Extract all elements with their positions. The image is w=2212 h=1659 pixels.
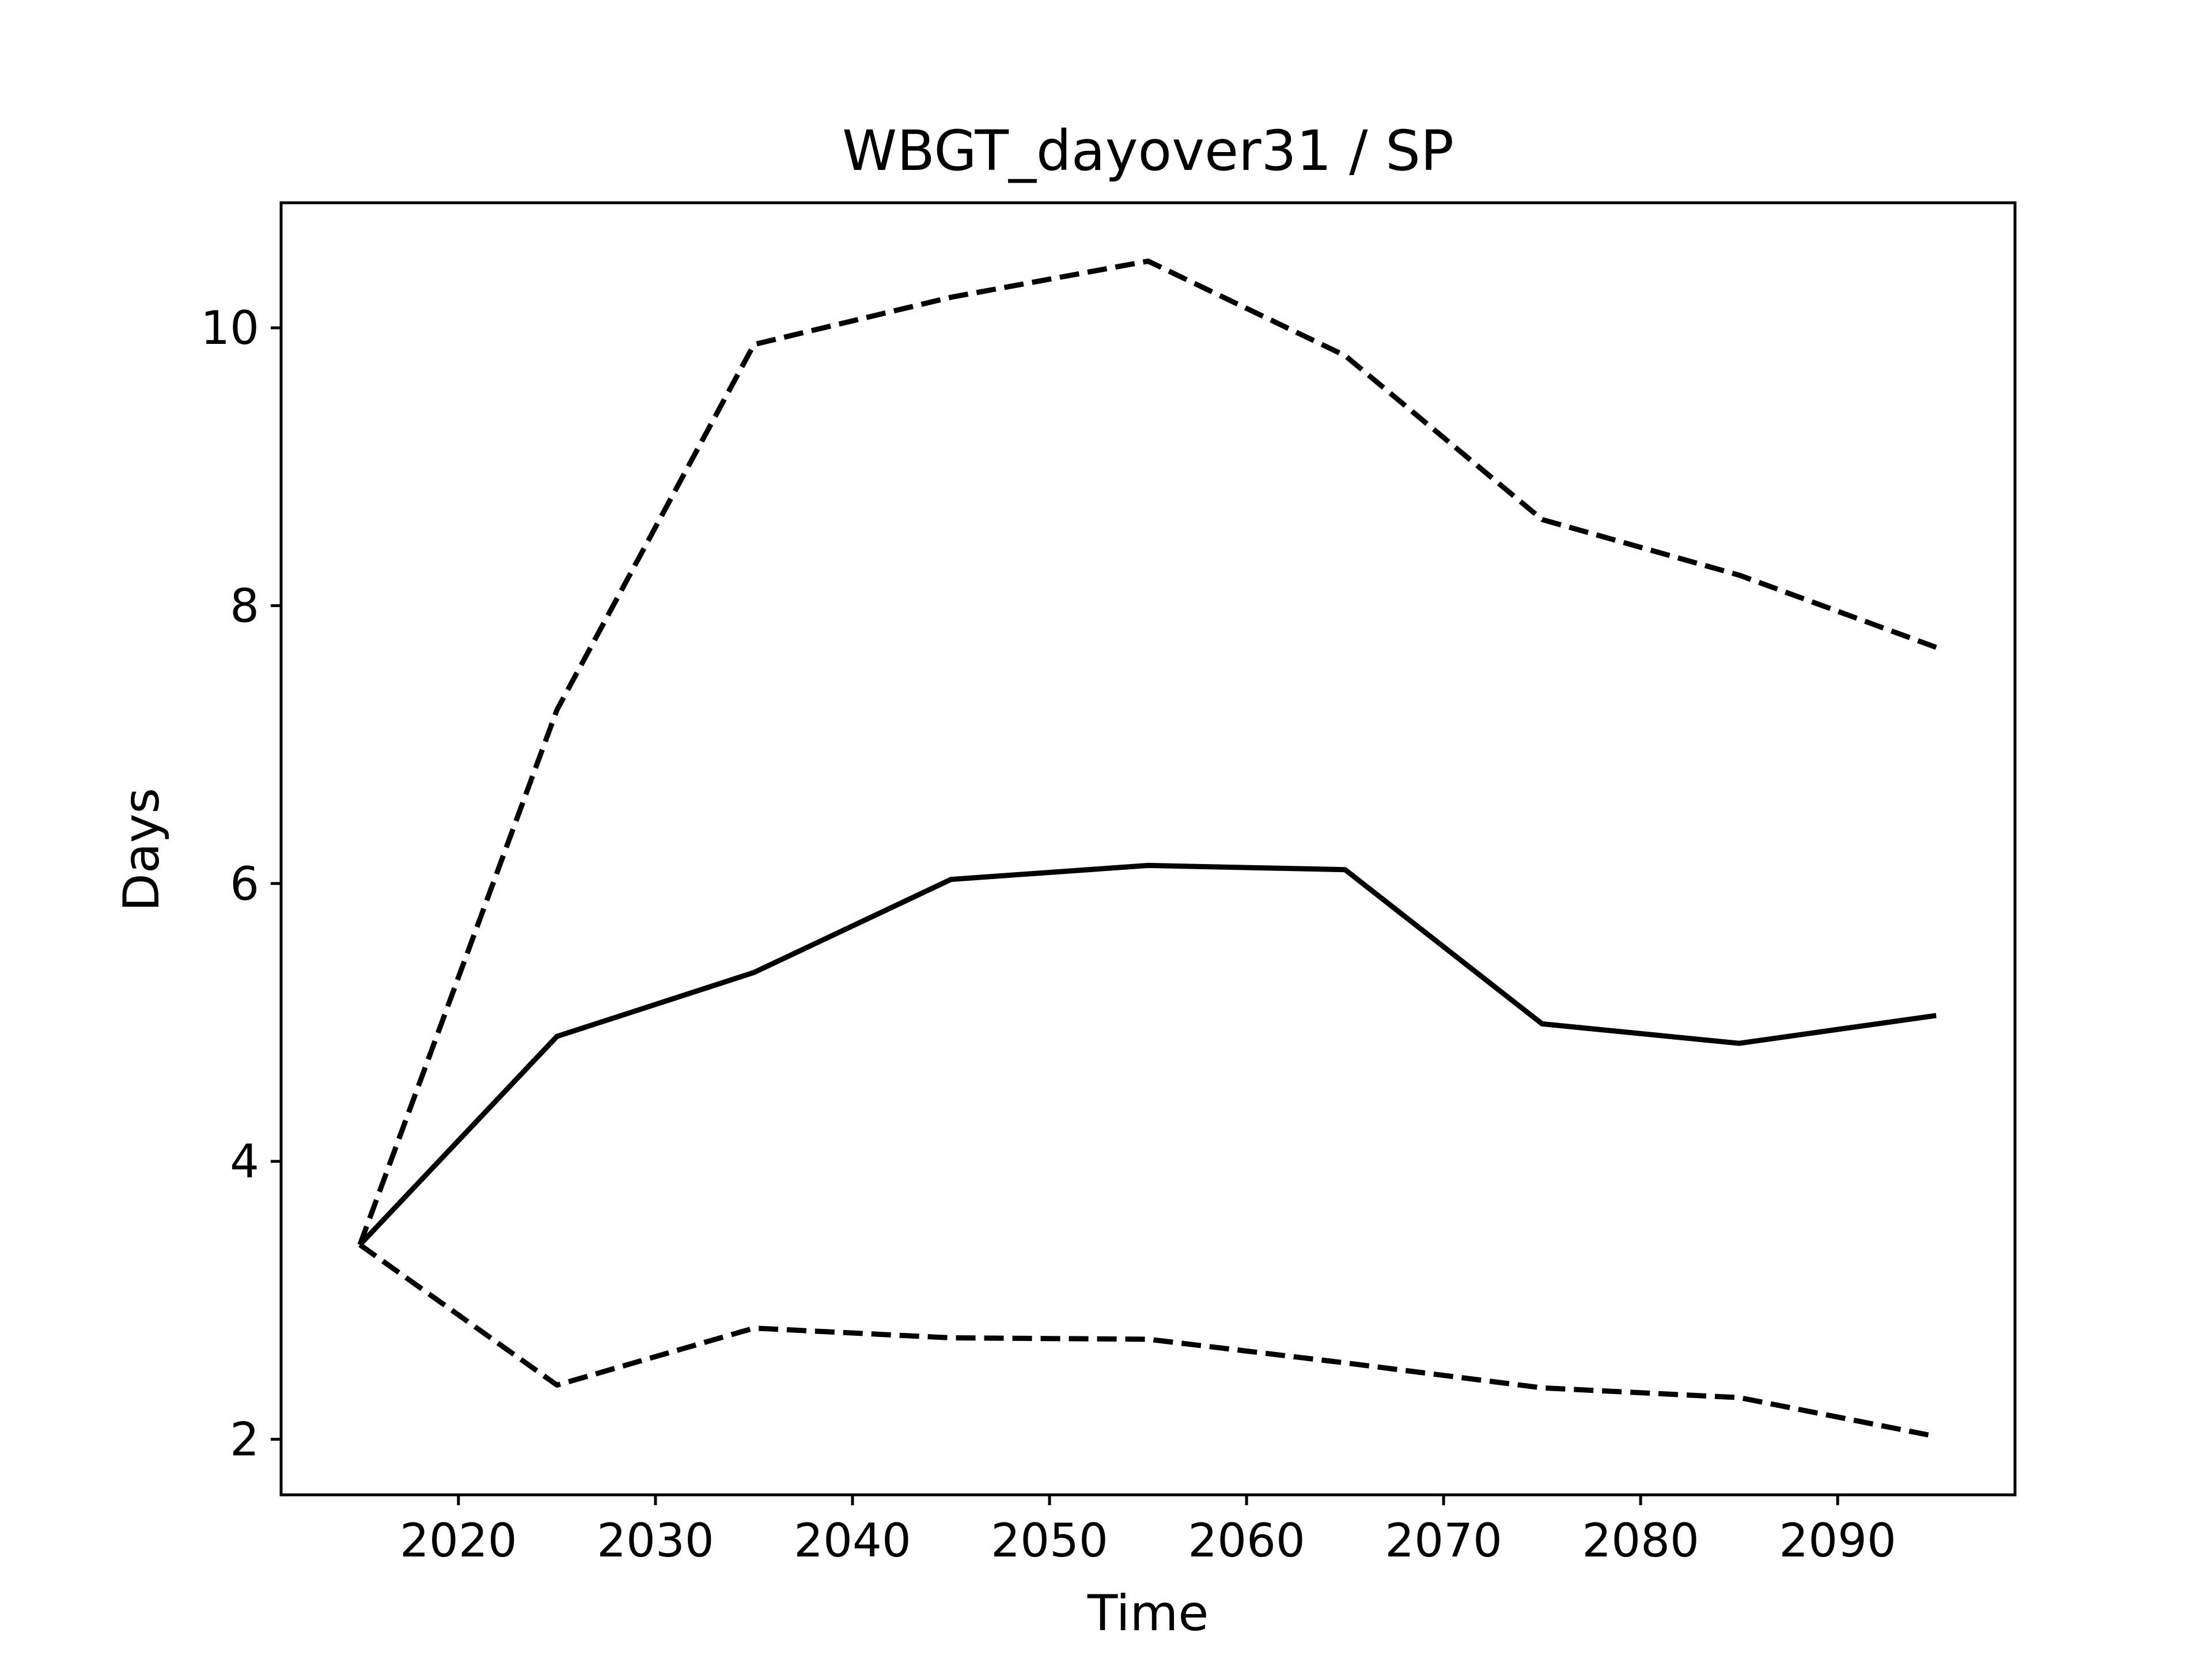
chart-title: WBGT_dayover31 / SP — [842, 119, 1454, 183]
x-axis-label: Time — [1087, 1585, 1209, 1642]
plot-frame — [279, 201, 2017, 1497]
y-tick-label: 2 — [230, 1413, 259, 1467]
y-tick-label: 10 — [200, 301, 259, 355]
y-axis-ticks: 2 4 6 8 10 — [200, 301, 281, 1467]
x-tick-label: 2030 — [597, 1514, 714, 1567]
dashed-series-line-1 — [357, 258, 1937, 1246]
x-tick-label: 2050 — [991, 1514, 1108, 1567]
series-layer — [357, 258, 1937, 1440]
y-tick-label: 8 — [230, 579, 259, 632]
x-tick-label: 2070 — [1385, 1514, 1502, 1567]
solid-series-line-0 — [358, 862, 1937, 1247]
x-tick-label: 2040 — [794, 1514, 911, 1567]
dashed-series-line-2 — [358, 1243, 1937, 1440]
x-tick-label: 2080 — [1582, 1514, 1699, 1567]
y-tick-label: 6 — [230, 857, 259, 911]
x-tick-label: 2090 — [1779, 1514, 1896, 1567]
y-axis-label: Days — [113, 788, 171, 912]
y-tick-label: 4 — [230, 1135, 259, 1188]
x-tick-label: 2020 — [400, 1514, 517, 1567]
x-axis-ticks: 2020 2030 2040 2050 2060 2070 2080 2090 — [400, 1495, 1896, 1567]
x-tick-label: 2060 — [1188, 1514, 1305, 1567]
